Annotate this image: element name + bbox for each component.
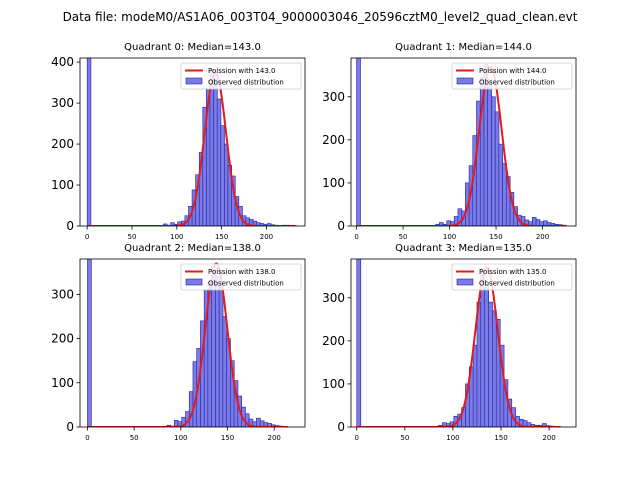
legend-hist-label: Observed distribution: [208, 280, 284, 288]
hist-bar: [218, 285, 224, 427]
y-tick-label: 200: [322, 133, 345, 147]
legend-fit-label: Poission with 138.0: [208, 268, 276, 276]
y-tick-label: 0: [337, 420, 345, 434]
x-tick-label: 200: [536, 233, 549, 241]
x-tick-label: 150: [494, 434, 507, 442]
subplot-quadrant-2: Quadrant 2: Median=138.0 0 100 200 300 0 50 100…: [51, 243, 306, 442]
legend-hist-swatch: [185, 278, 203, 286]
hist-bar: [256, 417, 261, 427]
hist-bar: [492, 310, 497, 427]
x-tick-label: 100: [170, 233, 183, 241]
y-tick-label: 400: [51, 55, 74, 69]
x-tick-label: 200: [542, 434, 555, 442]
y-tick-label: 100: [322, 377, 345, 391]
legend: Poission with 143.0 Observed distribution: [180, 62, 302, 90]
y-tick-label: 300: [322, 90, 345, 104]
y-tick-label: 200: [51, 332, 74, 346]
legend-hist-label: Observed distribution: [208, 79, 284, 87]
hist-bar-zero: [356, 58, 361, 226]
x-tick-label: 150: [489, 233, 502, 241]
legend: Poission with 135.0 Observed distribution: [451, 263, 573, 291]
legend-fit-label: Poission with 143.0: [208, 67, 276, 75]
legend-hist-swatch: [456, 278, 474, 286]
x-tick-label: 0: [355, 434, 359, 442]
subplot-title: Quadrant 1: Median=144.0: [395, 42, 532, 53]
axes-frame: [79, 57, 306, 227]
hist-bar: [224, 143, 229, 226]
y-tick-label: 0: [337, 219, 345, 233]
hist-bar: [484, 284, 489, 427]
hist-bar: [476, 301, 482, 427]
hist-bar: [498, 143, 504, 226]
hist-bar: [220, 125, 225, 226]
y-tick-label: 100: [51, 178, 74, 192]
subplot-quadrant-0: Quadrant 0: Median=143.0 0 100 200 300 400 0 50…: [51, 42, 306, 241]
y-tick-label: 100: [322, 176, 345, 190]
hist-bar: [491, 96, 496, 226]
x-tick-label: 100: [443, 233, 456, 241]
x-tick-label: 0: [85, 434, 89, 442]
subplot-quadrant-3: Quadrant 3: Median=135.0 0 100 200 300 0 50 100…: [322, 243, 577, 442]
subplot-title: Quadrant 2: Median=138.0: [124, 243, 261, 254]
hist-bar-zero: [86, 58, 92, 226]
axes-frame: [350, 258, 577, 428]
hist-bar: [213, 72, 218, 226]
x-tick-label: 150: [215, 233, 228, 241]
hist-bar: [487, 79, 492, 226]
x-tick-label: 50: [400, 434, 409, 442]
axes-frame: [79, 258, 306, 428]
legend-hist-label: Observed distribution: [479, 79, 555, 87]
plot-area: [87, 259, 289, 427]
subplot-grid: Quadrant 0: Median=143.0 0 100 200 300 400 0 50…: [51, 42, 577, 442]
x-tick-label: 50: [128, 233, 137, 241]
hist-bar: [211, 269, 216, 427]
x-tick-label: 200: [260, 233, 273, 241]
hist-bar: [222, 316, 228, 427]
x-tick-label: 200: [268, 434, 281, 442]
legend: Poission with 144.0 Observed distribution: [451, 62, 573, 90]
x-tick-label: 150: [221, 434, 234, 442]
x-tick-label: 50: [399, 233, 408, 241]
subplot-title: Quadrant 3: Median=135.0: [395, 243, 532, 254]
hist-bar: [488, 301, 493, 427]
hist-bar: [209, 69, 215, 226]
hist-bar: [480, 271, 486, 427]
y-tick-label: 0: [66, 420, 74, 434]
legend: Poission with 138.0 Observed distribution: [180, 263, 302, 291]
legend-box: [451, 263, 573, 291]
x-tick-label: 0: [354, 233, 358, 241]
hist-bar: [502, 163, 507, 226]
legend-fit-label: Poission with 135.0: [479, 268, 547, 276]
hist-bar: [216, 98, 222, 226]
y-tick-label: 200: [322, 334, 345, 348]
plot-area: [86, 58, 297, 226]
y-tick-label: 300: [51, 287, 74, 301]
hist-bar: [472, 344, 478, 427]
y-tick-label: 300: [322, 291, 345, 305]
subplot-quadrant-1: Quadrant 1: Median=144.0 0 100 200 300 0 50 100…: [322, 42, 577, 241]
axes-frame: [350, 57, 577, 227]
legend-hist-swatch: [456, 77, 474, 85]
y-tick-label: 100: [51, 376, 74, 390]
legend-box: [451, 62, 573, 90]
y-tick-label: 200: [51, 137, 74, 151]
legend-box: [180, 62, 302, 90]
hist-bar: [494, 111, 500, 226]
hist-bar: [215, 276, 220, 427]
y-tick-label: 300: [51, 96, 74, 110]
x-tick-label: 100: [446, 434, 459, 442]
subplot-title: Quadrant 0: Median=143.0: [124, 42, 261, 53]
x-tick-label: 0: [85, 233, 89, 241]
x-tick-label: 50: [130, 434, 139, 442]
legend-box: [180, 263, 302, 291]
y-tick-label: 0: [66, 219, 74, 233]
figure-suptitle: Data file: modeM0/AS1A06_003T04_90000030…: [63, 10, 578, 24]
legend-hist-swatch: [185, 77, 203, 85]
x-tick-label: 100: [174, 434, 187, 442]
legend-hist-label: Observed distribution: [479, 280, 555, 288]
legend-fit-label: Poission with 144.0: [479, 67, 547, 75]
hist-bar: [532, 217, 537, 226]
